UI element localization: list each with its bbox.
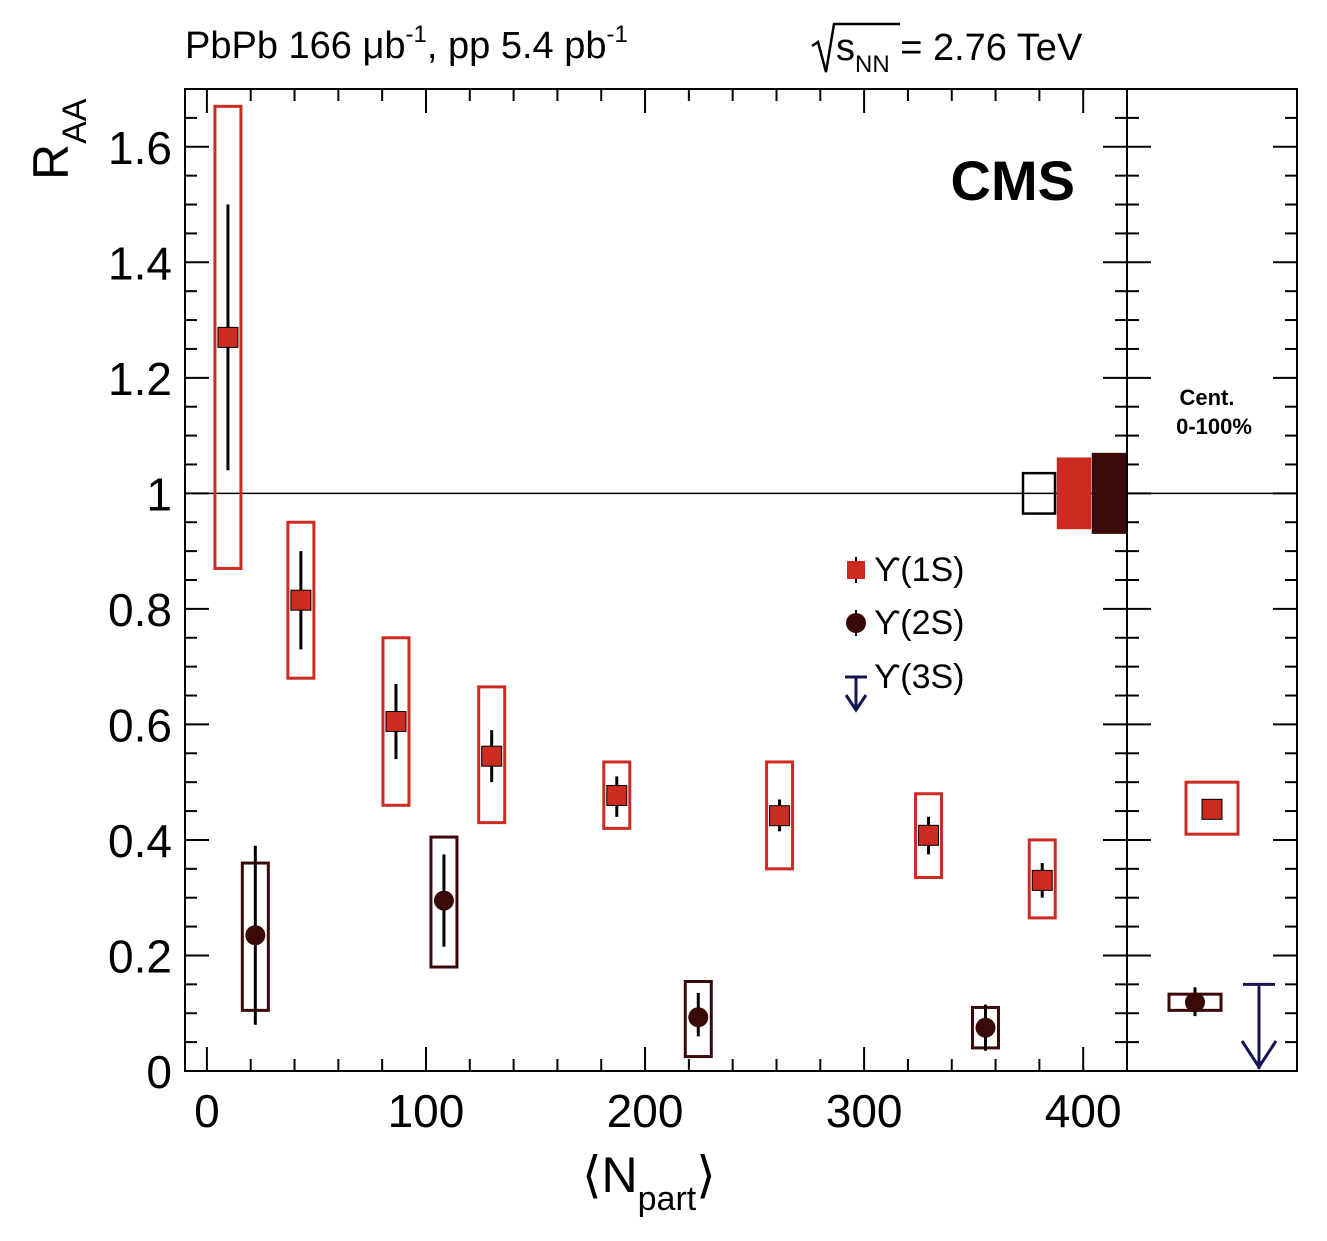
svg-text:sNN = 2.76 TeV: sNN = 2.76 TeV (836, 27, 1083, 78)
ups1s-syst-box (765, 760, 795, 871)
sqrt-sign (811, 22, 900, 73)
data-markers (217, 326, 1053, 1038)
legend-entry-ups1s: ϒ(1S) (847, 551, 965, 589)
global-box-2 (1091, 452, 1127, 534)
ups1s-syst-box (213, 104, 243, 570)
y-tick-label: 0.6 (108, 699, 172, 751)
y-tick-label: 0.8 (108, 584, 172, 636)
ups1s-marker (217, 326, 239, 348)
y-tick-label: 1 (146, 468, 172, 520)
y-tick-label: 1.2 (108, 353, 172, 405)
x-tick-label: 400 (1045, 1085, 1122, 1137)
ups1s-syst-box (602, 760, 632, 830)
y-tick-label: 1.6 (108, 122, 172, 174)
ups1s-marker (385, 711, 407, 733)
y-tick-label: 0 (146, 1046, 172, 1098)
ups2s-marker (433, 890, 454, 911)
legend-label-ups3s: ϒ(3S) (874, 658, 965, 696)
ups1s-marker (1031, 869, 1053, 891)
integrated-ups2s-marker (1185, 992, 1205, 1013)
global-box-1 (1056, 457, 1092, 530)
legend-circle-marker (846, 613, 866, 633)
x-tick-label: 100 (388, 1085, 465, 1137)
x-tick-labels: 0 100 200 300 400 (194, 1085, 1121, 1137)
global-box-0 (1021, 471, 1057, 515)
legend: ϒ(1S) ϒ(2S) ϒ(3S) (844, 551, 965, 713)
legend-entry-ups2s: ϒ(2S) (846, 604, 965, 642)
x-tick-label: 0 (194, 1085, 220, 1137)
ups1s-marker (769, 805, 791, 827)
ups1s-syst-box (381, 636, 411, 807)
ups2s-syst-box (429, 835, 459, 969)
legend-arrow-down-icon (844, 694, 868, 713)
legend-entry-ups3s: ϒ(3S) (844, 658, 965, 713)
centrality-label: Cent. (1180, 385, 1235, 410)
chart-title-cms: CMS (951, 149, 1075, 212)
ups1s-syst-box (286, 520, 316, 680)
integrated-ups3s-arrow-down-icon (1240, 1040, 1278, 1070)
ups2s-marker (245, 925, 266, 946)
y-tick-label: 1.4 (108, 237, 172, 289)
ups1s-syst-box (477, 685, 507, 825)
x-axis-title: ⟨Npart⟩ (582, 1147, 716, 1218)
energy-label: sNN = 2.76 TeV (811, 22, 1083, 78)
integrated-ups1s-syst-box (1184, 780, 1240, 836)
y-tick-label: 0.2 (108, 930, 172, 982)
ups1s-syst-box (1027, 838, 1057, 920)
centrality-range-label: 0-100% (1176, 414, 1252, 439)
y-tick-label: 0.4 (108, 815, 172, 867)
y-tick-labels: 0 0.2 0.4 0.6 0.8 1 1.2 1.4 1.6 (108, 122, 172, 1098)
legend-square-marker (847, 561, 865, 579)
ups2s-marker (688, 1007, 709, 1028)
ups1s-marker (918, 824, 940, 846)
legend-label-ups2s: ϒ(2S) (874, 604, 965, 642)
main-panel-frame (184, 88, 1128, 1072)
x-tick-label: 200 (607, 1085, 684, 1137)
global-uncertainty-boxes (1021, 452, 1127, 534)
x-tick-label: 300 (826, 1085, 903, 1137)
axis-ticks (185, 88, 1297, 1072)
integrated-ups1s-marker (1201, 798, 1223, 820)
ups2s-marker (975, 1017, 996, 1038)
integrated-points (1167, 780, 1278, 1070)
ups2s-syst-box (683, 979, 713, 1059)
systematic-boxes (213, 104, 1057, 1059)
ups1s-marker (481, 745, 503, 767)
ups1s-syst-box (914, 792, 944, 879)
luminosity-label: PbPb 166 μb-1, pp 5.4 pb-1 (185, 21, 628, 67)
ups1s-marker (606, 784, 628, 806)
legend-label-ups1s: ϒ(1S) (874, 551, 965, 589)
ups1s-marker (290, 589, 312, 611)
y-axis-title: RAA (23, 98, 94, 180)
integrated-panel-frame (1126, 88, 1298, 1072)
